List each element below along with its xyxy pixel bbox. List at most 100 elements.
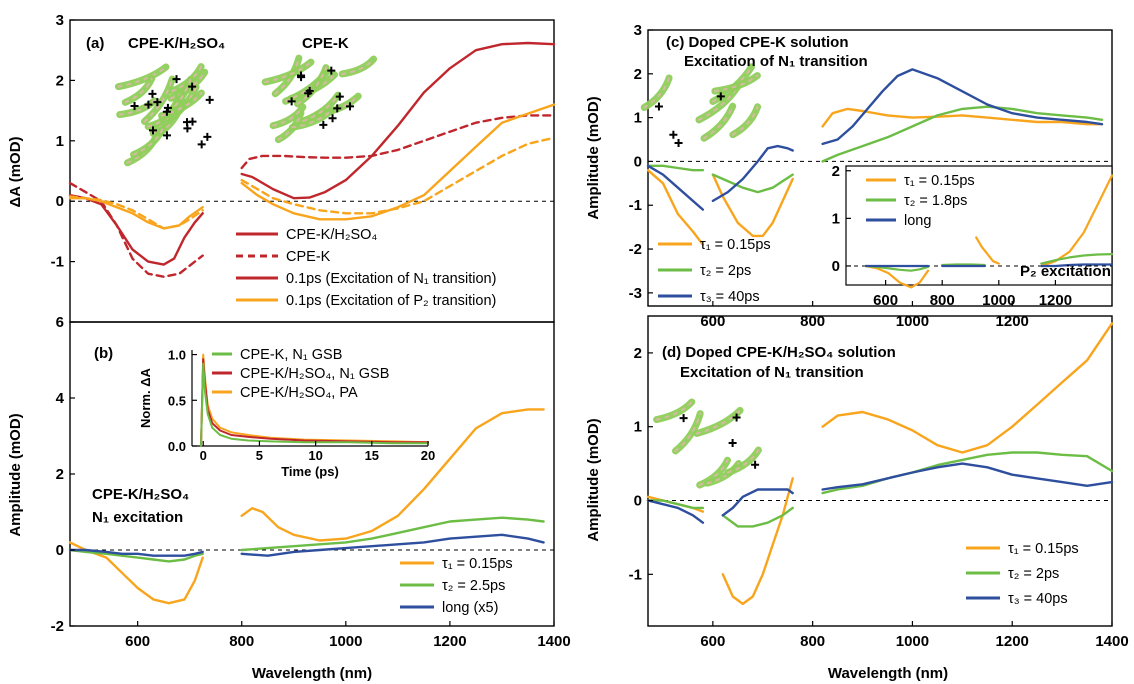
illus-a-base-chain-dots-7 [291,109,332,129]
panel-c-ytick-label-2: -1 [629,197,642,214]
panel-d-series-line-5 [721,488,794,517]
panel-c-inset-xtick-label-1: 800 [930,292,955,309]
panel-b-ytick-label-1: 0 [56,542,64,559]
illus-d-chain-dots-5 [726,449,760,474]
panel-c-xtick-label-1: 800 [800,313,825,330]
panel-c-inset-ytick-label-0: 0 [832,258,840,275]
illus-a-acid-chain-dots-4 [169,71,206,100]
illus-a-base-charge-1 [346,102,355,111]
panel-b-legend-text-1: τ₂ = 2.5ps [442,578,505,594]
plot-layer: -1 0 1 2 3 CPE-K/H₂SO₄ CPE-K 0.1ps (Excitation … [51,12,1129,650]
panel-c-inset-ytick-label-2: 2 [832,163,840,180]
illus-a-acid-charge-7 [188,82,197,91]
panel-c-series-line-3 [711,173,794,238]
panel-c-xtick-label-3: 1200 [996,313,1029,330]
panel-c-inset-xtick-label-2: 1000 [982,292,1015,309]
illus-a-acid-charge-6 [148,89,157,98]
panel-c-series-line-5 [711,144,794,203]
illus-a-base-charge-9 [328,114,337,123]
panel-b-legend-text-0: τ₁ = 0.15ps [442,556,513,572]
illus-a-base-charge-6 [297,73,306,82]
panel-d-series-line-1 [646,499,705,510]
panel-d-ytick-label-3: 2 [634,345,642,362]
panel-b-inset-xtick-label-4: 20 [421,448,435,463]
panel-b-xtick-label-0: 600 [125,633,150,650]
illus-a-base-chain-dots-10 [341,58,375,75]
panel-b-inset-legend-text-0: CPE-K, N₁ GSB [240,347,342,363]
panel-c-series-line-8 [821,68,1104,146]
panel-d-label: (d) Doped CPE-K/H₂SO₄ solution [662,344,896,361]
panel-c-inset-legend-text-1: τ₂ = 1.8ps [904,193,967,209]
panel-c-inset-ytick-label-1: 1 [832,210,840,227]
illus-a-base-chain-10 [338,55,378,78]
panel-c-inset-series-line-3 [975,236,1000,265]
panel-b-xtick-label-1: 800 [229,633,254,650]
illus-a-acid-charge-0 [130,101,139,110]
illus-d-charge-3 [732,413,741,422]
illus-d-charge-2 [751,460,760,469]
illus-a-acid-chain-dots-2 [163,85,198,125]
illus-c-charge-2 [654,102,663,111]
illus-a-acid-charge-11 [188,117,197,126]
illus-a-acid-charge-8 [148,126,157,135]
panel-b-annotation-1: CPE-K/H₂SO₄ [92,486,189,503]
illus-a-base-chain-9 [294,64,330,108]
polymer-illustrations [114,54,762,489]
illus-a-acid-charge-5 [163,103,172,112]
panel-b-series-line-3 [240,408,545,542]
illus-a-acid-charge-9 [197,140,206,149]
panel-c-series-line-7 [821,105,1104,163]
illus-a-base-chain-6 [261,58,315,86]
panel-b-xtick-label-4: 1400 [537,633,570,650]
panel-d-xtick-label-3: 1200 [996,633,1029,650]
panel-a-legend-text-3: 0.1ps (Excitation of P₂ transition) [286,293,496,309]
panel-b-inset-legend-text-1: CPE-K/H₂SO₄, N₁ GSB [240,366,389,382]
illus-d-chain-dots-0 [695,409,742,435]
illus-d-chain-1 [653,398,696,424]
panel-b-inset-xtick-label-3: 15 [365,448,379,463]
panel-c-inset-xtick-label-3: 1200 [1039,292,1072,309]
panel-c-legend-text-0: τ₁ = 0.15ps [700,237,771,253]
illus-a-acid-charge-13 [153,98,162,107]
illus-c-chain-dots-5 [731,105,759,136]
panel-a-ytick-label-2: 1 [56,133,64,150]
panel-b-xtick-label-3: 1200 [433,633,466,650]
panel-c-legend-text-1: τ₂ = 2ps [700,263,751,279]
illus-c-chain-dots-0 [643,76,671,109]
panel-c-inset-series-line-5 [1040,253,1114,265]
panel-b-inset-ytick-label-0: 0.0 [168,439,186,454]
panel-c-ytick-label-6: 3 [634,22,642,39]
panel-c-inset-series-line-7 [941,263,986,267]
panel-b-series-line-1 [68,548,204,563]
panel-c-xtick-label-0: 600 [700,313,725,330]
illus-a-base-charge-10 [305,86,314,95]
panel-d-ytick-label-2: 1 [634,419,642,436]
panel-d-series-line-6 [821,322,1114,454]
panel-d-series-line-8 [821,462,1114,491]
panel-a-title-base: CPE-K [302,35,349,52]
panel-a-series-line-1 [68,181,204,278]
panel-a-legend-text-2: 0.1ps (Excitation of N₁ transition) [286,271,496,287]
panel-c-series-line-6 [821,107,1104,128]
panel-b-ytick-label-2: 2 [56,466,64,483]
right-xlabel: Wavelength (nm) [828,665,948,682]
panel-b-inset-xtick-label-1: 5 [256,448,263,463]
panel-c-series-line-4 [711,173,794,194]
illus-d-charge-1 [679,414,688,423]
illus-a-base-chain-dots-6 [264,61,312,84]
panel-a-legend-text-1: CPE-K [286,249,331,265]
panel-d-xtick-label-4: 1400 [1095,633,1128,650]
panel-c-inset-series-line-4 [1040,174,1114,268]
panel-a-ytick-label-3: 2 [56,72,64,89]
illus-d-chain-dots-4 [674,412,702,452]
panel-c-inset-series-line-0 [864,264,930,289]
panel-c-ytick-label-3: 0 [634,153,642,170]
illus-a-acid-chain-dots-11 [132,128,164,156]
panel-b-ytick-label-3: 4 [56,390,65,407]
panel-c-inset-label: P₂ excitation [1020,263,1111,280]
illus-a-acid-chain-5 [114,63,170,91]
panel-a-ytick-label-0: -1 [51,254,64,271]
panel-b-inset-ytick-label-1: 0.5 [168,393,186,408]
illus-a-base-chain-dots-3 [272,106,304,127]
panel-a-title-acid: CPE-K/H₂SO₄ [128,35,225,52]
